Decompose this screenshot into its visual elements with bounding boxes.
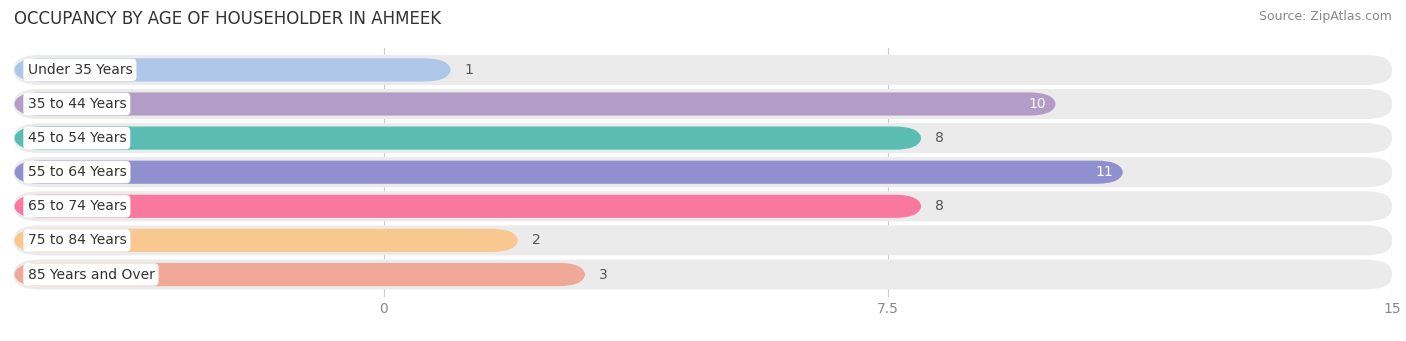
Text: 10: 10: [1028, 97, 1046, 111]
Text: 2: 2: [531, 233, 540, 248]
FancyBboxPatch shape: [14, 127, 921, 150]
Text: 11: 11: [1095, 165, 1114, 179]
Text: 8: 8: [935, 131, 943, 145]
Text: 8: 8: [935, 199, 943, 213]
FancyBboxPatch shape: [14, 161, 1123, 184]
Text: 55 to 64 Years: 55 to 64 Years: [28, 165, 127, 179]
FancyBboxPatch shape: [14, 58, 451, 81]
FancyBboxPatch shape: [14, 260, 1392, 290]
FancyBboxPatch shape: [14, 92, 1056, 116]
Text: 45 to 54 Years: 45 to 54 Years: [28, 131, 127, 145]
Text: 75 to 84 Years: 75 to 84 Years: [28, 233, 127, 248]
FancyBboxPatch shape: [14, 89, 1392, 119]
Text: OCCUPANCY BY AGE OF HOUSEHOLDER IN AHMEEK: OCCUPANCY BY AGE OF HOUSEHOLDER IN AHMEE…: [14, 10, 441, 28]
FancyBboxPatch shape: [14, 195, 921, 218]
FancyBboxPatch shape: [14, 123, 1392, 153]
FancyBboxPatch shape: [14, 225, 1392, 255]
Text: 1: 1: [464, 63, 474, 77]
FancyBboxPatch shape: [14, 55, 1392, 85]
FancyBboxPatch shape: [14, 191, 1392, 221]
FancyBboxPatch shape: [14, 229, 519, 252]
FancyBboxPatch shape: [14, 263, 585, 286]
Text: 85 Years and Over: 85 Years and Over: [28, 267, 155, 282]
Text: 65 to 74 Years: 65 to 74 Years: [28, 199, 127, 213]
Text: 35 to 44 Years: 35 to 44 Years: [28, 97, 127, 111]
FancyBboxPatch shape: [14, 157, 1392, 187]
Text: 3: 3: [599, 267, 607, 282]
Text: Source: ZipAtlas.com: Source: ZipAtlas.com: [1258, 10, 1392, 23]
Text: Under 35 Years: Under 35 Years: [28, 63, 132, 77]
